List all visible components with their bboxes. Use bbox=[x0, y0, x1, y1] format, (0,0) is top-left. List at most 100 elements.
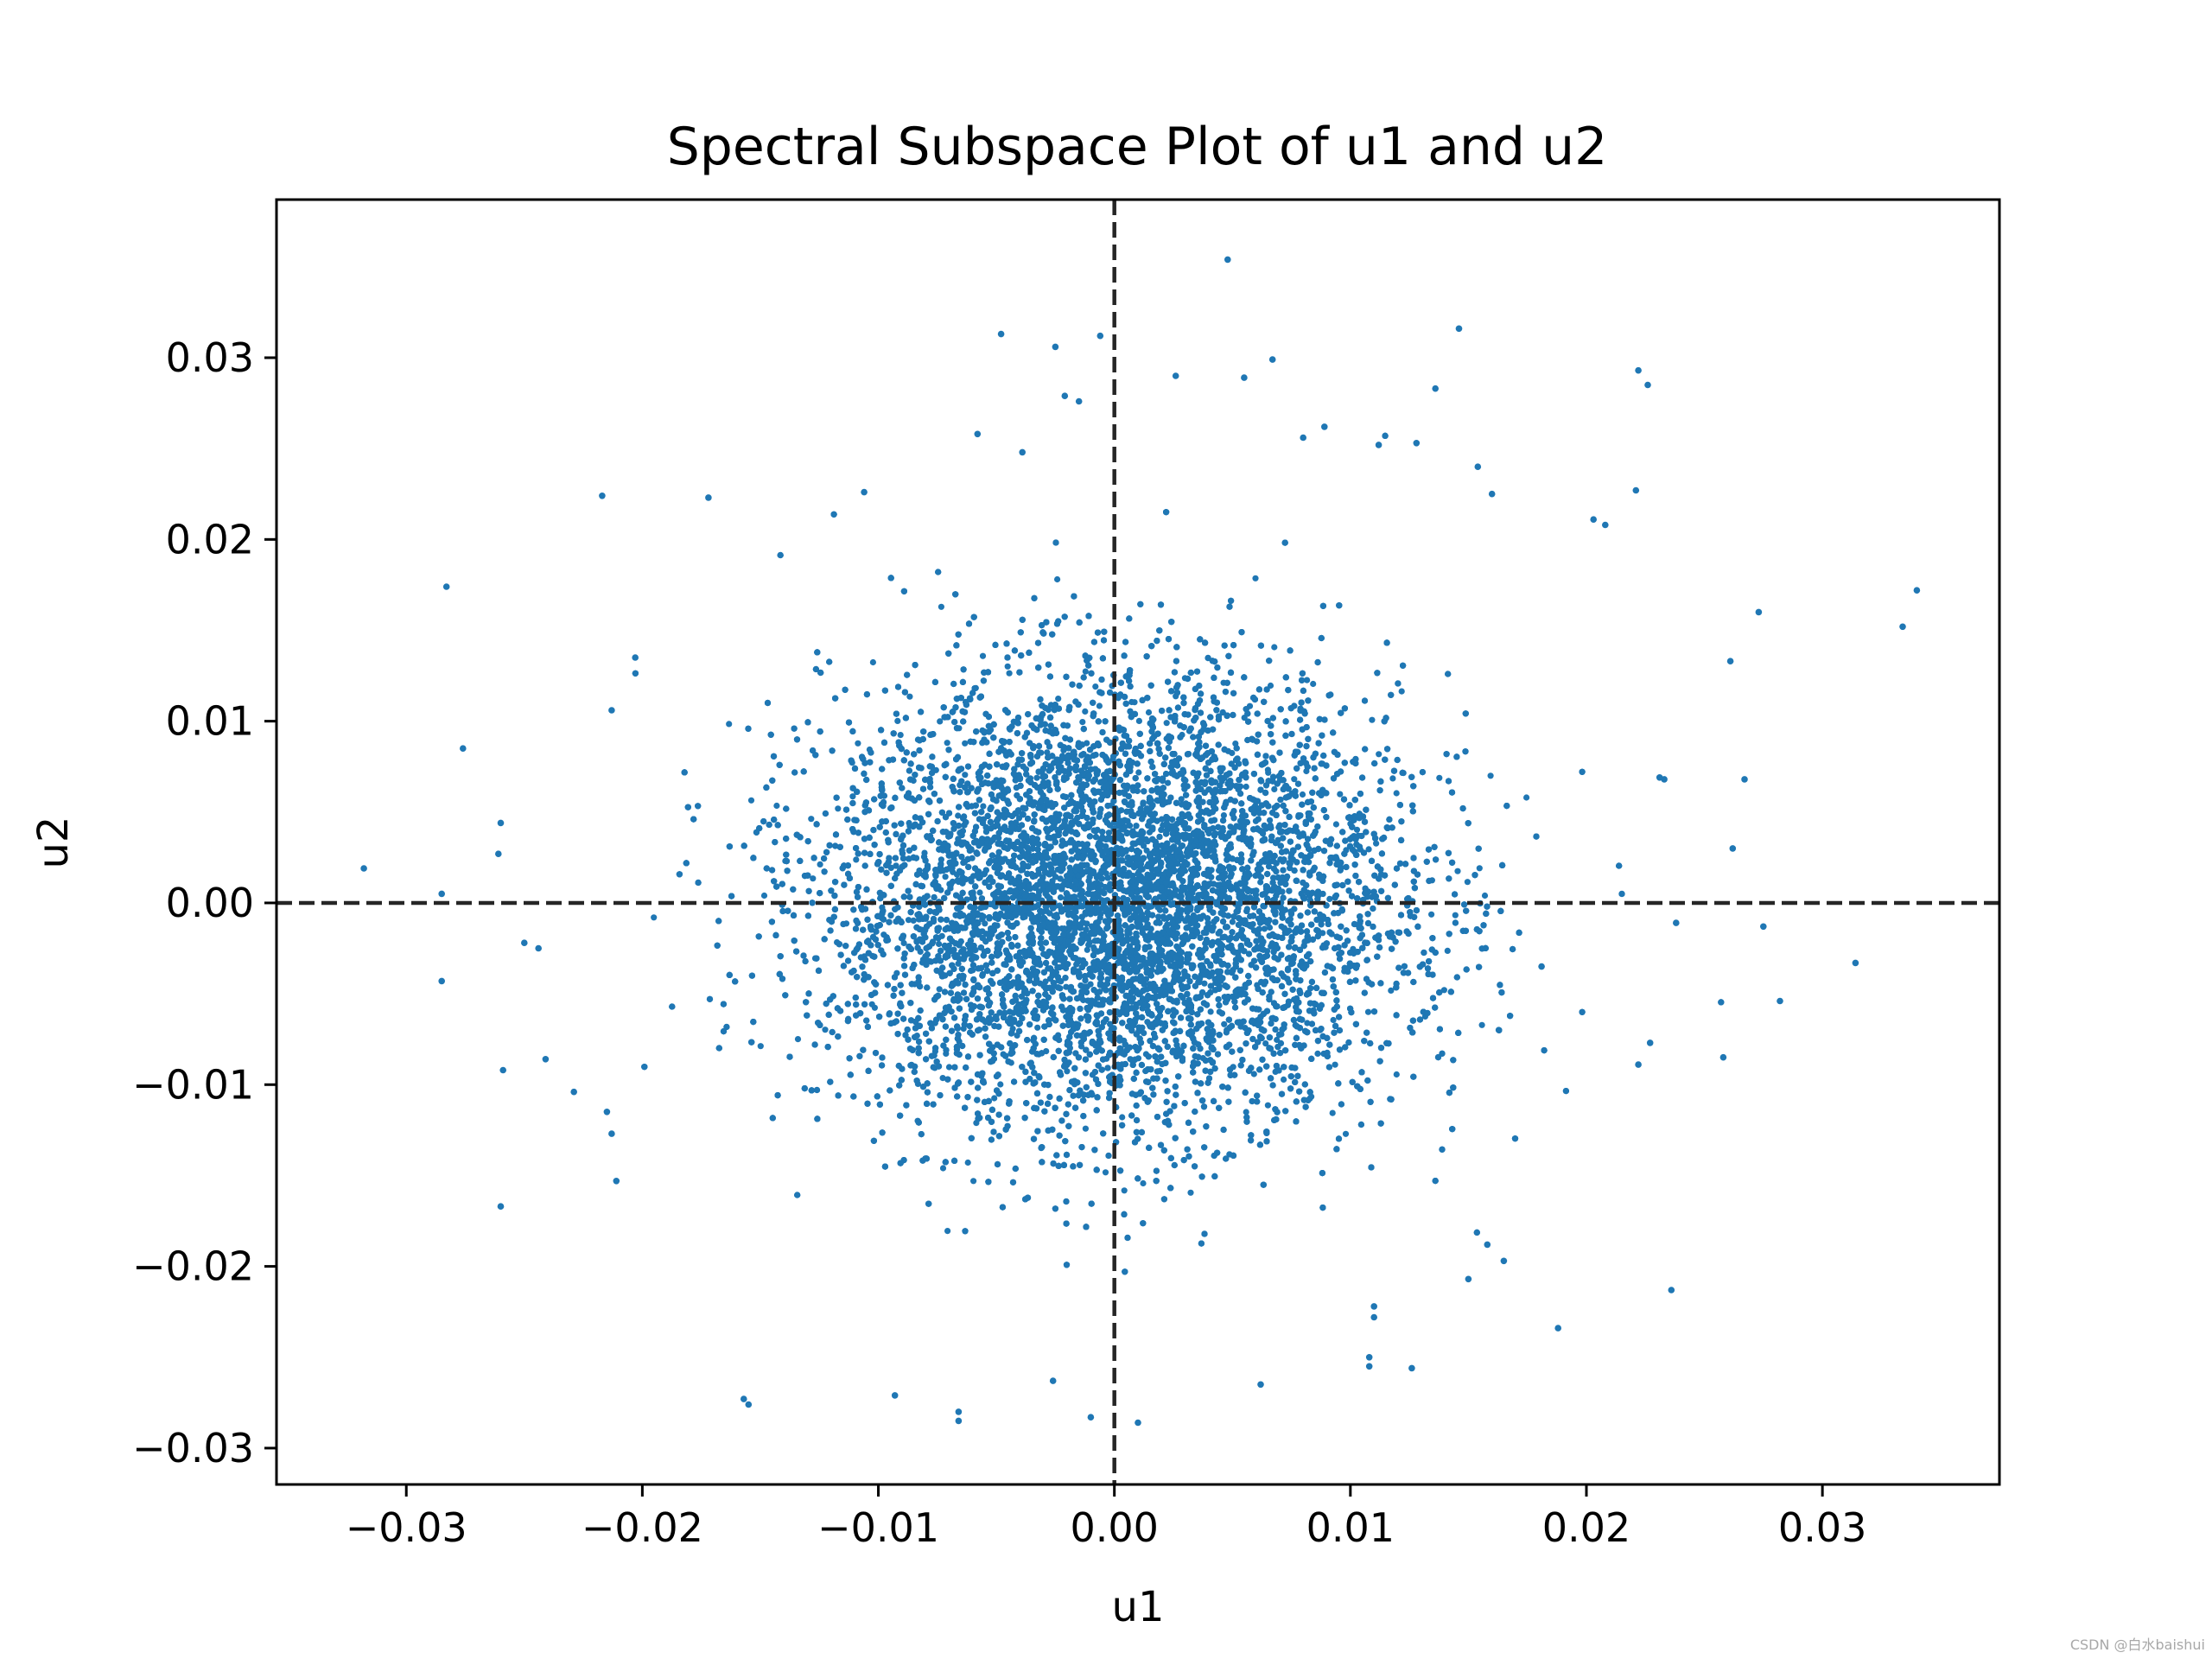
scatter-point bbox=[897, 732, 904, 739]
scatter-point bbox=[979, 652, 987, 659]
scatter-point bbox=[1143, 847, 1150, 854]
scatter-point bbox=[1066, 864, 1073, 871]
scatter-point bbox=[1054, 575, 1061, 583]
scatter-point bbox=[1063, 983, 1070, 990]
scatter-point bbox=[1332, 821, 1339, 828]
scatter-point bbox=[942, 874, 949, 880]
scatter-point bbox=[1084, 946, 1090, 953]
scatter-point bbox=[1304, 677, 1311, 683]
scatter-point bbox=[1452, 912, 1459, 918]
scatter-point bbox=[1274, 1036, 1281, 1044]
scatter-point bbox=[1264, 1102, 1271, 1109]
scatter-point bbox=[1271, 785, 1278, 793]
scatter-point bbox=[1163, 720, 1170, 727]
scatter-point bbox=[1267, 682, 1274, 690]
scatter-point bbox=[1444, 947, 1451, 954]
scatter-point bbox=[810, 875, 817, 882]
scatter-point bbox=[1079, 719, 1086, 726]
scatter-point bbox=[976, 889, 983, 896]
scatter-point bbox=[1082, 1125, 1089, 1132]
scatter-point bbox=[1389, 775, 1396, 782]
scatter-point bbox=[651, 914, 658, 921]
scatter-point bbox=[962, 740, 969, 747]
scatter-point bbox=[938, 603, 944, 610]
scatter-point bbox=[1271, 644, 1278, 651]
scatter-point bbox=[1135, 769, 1142, 776]
scatter-point bbox=[1304, 1020, 1311, 1027]
scatter-point bbox=[1326, 895, 1333, 902]
scatter-point bbox=[1221, 1020, 1228, 1027]
scatter-point bbox=[1428, 911, 1435, 918]
scatter-point bbox=[1267, 817, 1274, 823]
scatter-point bbox=[1055, 696, 1062, 702]
scatter-point bbox=[747, 797, 755, 804]
scatter-point bbox=[1004, 663, 1011, 670]
scatter-points bbox=[360, 256, 1921, 1427]
scatter-point bbox=[1310, 680, 1317, 688]
scatter-point bbox=[1237, 851, 1245, 858]
scatter-point bbox=[1141, 1030, 1147, 1037]
scatter-point bbox=[970, 1178, 977, 1185]
scatter-point bbox=[1064, 1068, 1071, 1075]
scatter-point bbox=[1229, 749, 1236, 757]
scatter-point bbox=[1487, 772, 1494, 779]
scatter-point bbox=[1291, 776, 1298, 783]
scatter-point bbox=[939, 1075, 946, 1082]
scatter-point bbox=[1102, 1169, 1109, 1176]
scatter-point bbox=[760, 892, 768, 899]
scatter-point bbox=[1178, 796, 1185, 803]
scatter-point bbox=[962, 772, 969, 779]
scatter-point bbox=[1057, 894, 1065, 901]
scatter-point bbox=[1353, 826, 1361, 833]
scatter-point bbox=[817, 861, 823, 868]
scatter-point bbox=[944, 740, 950, 747]
scatter-point bbox=[937, 718, 944, 725]
scatter-point bbox=[1365, 846, 1372, 853]
scatter-point bbox=[906, 819, 912, 827]
scatter-point bbox=[869, 658, 877, 666]
scatter-point bbox=[1243, 783, 1249, 791]
scatter-point bbox=[1128, 698, 1135, 706]
scatter-point bbox=[1376, 751, 1382, 758]
scatter-point bbox=[1481, 892, 1489, 899]
scatter-point bbox=[1096, 702, 1103, 709]
scatter-point bbox=[1135, 717, 1142, 725]
scatter-point bbox=[1140, 1179, 1147, 1187]
scatter-point bbox=[1454, 868, 1461, 874]
scatter-point bbox=[1243, 1109, 1249, 1116]
scatter-point bbox=[955, 960, 962, 967]
scatter-point bbox=[1034, 1024, 1041, 1031]
scatter-point bbox=[1250, 1071, 1257, 1077]
scatter-point bbox=[1092, 683, 1099, 690]
scatter-point bbox=[955, 812, 962, 819]
scatter-point bbox=[905, 917, 912, 924]
scatter-point bbox=[1033, 774, 1040, 781]
scatter-point bbox=[1388, 987, 1395, 994]
scatter-point bbox=[794, 1036, 802, 1043]
scatter-point bbox=[1476, 865, 1483, 872]
scatter-point bbox=[1332, 1061, 1338, 1068]
scatter-point bbox=[1373, 840, 1380, 847]
scatter-point bbox=[853, 856, 860, 863]
scatter-point bbox=[1393, 1071, 1400, 1078]
scatter-point bbox=[855, 740, 861, 747]
scatter-point bbox=[938, 856, 944, 863]
scatter-point bbox=[1044, 749, 1051, 756]
scatter-point bbox=[1082, 668, 1089, 675]
scatter-point bbox=[1436, 774, 1443, 781]
scatter-point bbox=[835, 805, 842, 812]
scatter-point bbox=[1006, 670, 1013, 677]
scatter-point bbox=[936, 986, 943, 993]
scatter-point bbox=[1364, 1008, 1372, 1015]
scatter-point bbox=[1119, 1114, 1126, 1121]
scatter-point bbox=[900, 939, 907, 947]
scatter-point bbox=[1121, 1187, 1128, 1194]
scatter-point bbox=[757, 1043, 764, 1050]
scatter-point bbox=[1523, 794, 1530, 801]
scatter-point bbox=[1342, 1130, 1350, 1137]
scatter-point bbox=[997, 1081, 1004, 1088]
scatter-point bbox=[773, 802, 780, 810]
scatter-point bbox=[1314, 1050, 1321, 1057]
